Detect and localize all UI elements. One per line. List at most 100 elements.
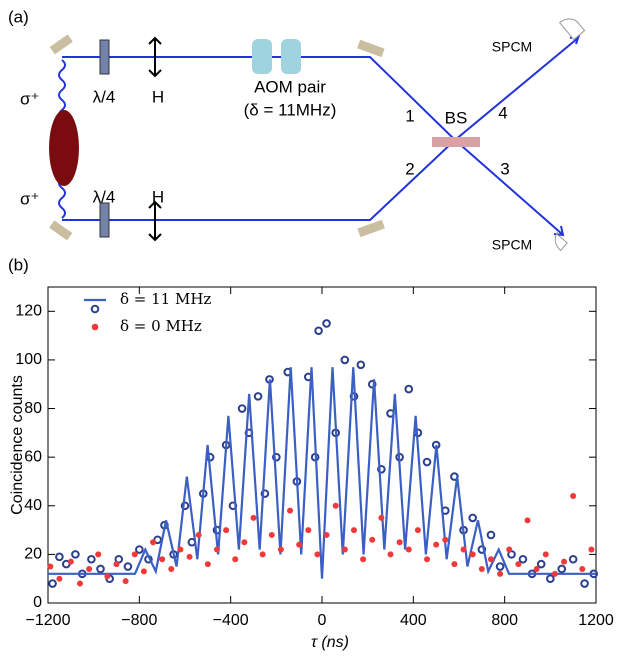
data-point [515, 561, 522, 568]
data-point [579, 565, 586, 572]
lens-label: H [152, 87, 164, 106]
data-point [340, 355, 350, 365]
data-point [150, 539, 157, 546]
legend-marker [90, 304, 100, 314]
data-point [469, 551, 476, 558]
x-tick-label: 800 [491, 612, 518, 629]
data-point [367, 379, 377, 389]
detector [558, 18, 586, 41]
data-point [561, 558, 568, 565]
polarization: σ⁺ [20, 89, 39, 108]
data-point [486, 530, 496, 540]
data-point [96, 564, 105, 574]
data-point [405, 546, 412, 553]
data-point [232, 556, 239, 563]
data-point [570, 493, 577, 500]
data-point [104, 573, 111, 580]
y-tick-label: 60 [24, 448, 42, 465]
data-point [159, 556, 166, 563]
data-point [122, 578, 129, 585]
data-point [557, 564, 567, 574]
data-point [360, 556, 367, 563]
port-label: 4 [498, 103, 507, 122]
data-point [341, 546, 348, 553]
data-point [113, 561, 120, 568]
data-point [272, 452, 281, 462]
data-point [460, 546, 467, 553]
data-point [186, 553, 193, 560]
data-point [86, 565, 93, 572]
panel-label: (b) [8, 255, 29, 274]
aom-label: AOM pair [254, 77, 326, 96]
data-point [433, 541, 440, 548]
data-point [204, 561, 211, 568]
legend-marker [91, 323, 99, 331]
data-point [323, 531, 330, 538]
data-point [506, 546, 513, 553]
port-label: 3 [500, 159, 509, 178]
legend-label: δ = 0 MHz [120, 317, 202, 335]
data-point [135, 545, 144, 554]
data-point [237, 404, 247, 413]
data-point [76, 580, 83, 587]
x-axis-label: τ (ns) [311, 634, 349, 651]
data-point [322, 319, 331, 328]
data-point [580, 579, 589, 588]
waveplate [99, 202, 110, 238]
data-point [404, 384, 414, 394]
data-point [287, 507, 294, 514]
data-point [387, 551, 394, 558]
photon-wave [58, 59, 66, 119]
data-point [296, 541, 303, 548]
port-label: 2 [405, 159, 414, 178]
aom-label: (δ = 11MHz) [244, 100, 337, 119]
data-point [131, 551, 138, 558]
x-tick-label: 1200 [578, 612, 614, 629]
data-point [356, 360, 366, 370]
data-point [396, 539, 403, 546]
aom [281, 39, 301, 74]
data-point [533, 565, 540, 572]
data-point [95, 551, 102, 558]
mirror [49, 34, 73, 55]
beam-splitter [432, 137, 480, 147]
data-point [177, 546, 184, 553]
waveplate-label: λ/4 [93, 87, 116, 106]
data-point [241, 539, 248, 546]
diagram: (a) σ⁺ σ⁺ λ/4 λ/4 H H AOM pair (δ = 11MH… [8, 7, 586, 253]
data-point [56, 575, 63, 582]
data-point [422, 457, 432, 467]
beam [62, 138, 563, 235]
data-point [478, 565, 485, 572]
data-point [260, 489, 270, 498]
data-point [305, 527, 312, 534]
data-point [588, 546, 595, 553]
fit-line [48, 367, 596, 579]
data-point [47, 563, 54, 570]
port-label: 1 [405, 106, 414, 125]
lens [148, 36, 162, 78]
x-tick-label: 0 [318, 612, 327, 629]
data-point [424, 556, 431, 563]
detector-label: SPCM [492, 237, 532, 253]
data-point [55, 552, 64, 562]
atom-cloud [49, 110, 79, 186]
data-point [477, 545, 487, 554]
bs-label: BS [445, 108, 468, 127]
data-point [314, 326, 323, 336]
waveplate [99, 39, 110, 75]
data-point [223, 527, 230, 534]
y-tick-label: 40 [24, 497, 42, 514]
data-point [259, 551, 266, 558]
data-point [524, 517, 531, 524]
data-point [332, 502, 339, 509]
lens [148, 200, 162, 242]
data-point [140, 568, 147, 575]
data-point [542, 551, 549, 558]
panel-label: (a) [8, 7, 29, 26]
data-point [551, 570, 558, 577]
lens-label: H [152, 187, 164, 206]
x-tick-label: −800 [121, 612, 157, 629]
mirror [357, 219, 385, 238]
